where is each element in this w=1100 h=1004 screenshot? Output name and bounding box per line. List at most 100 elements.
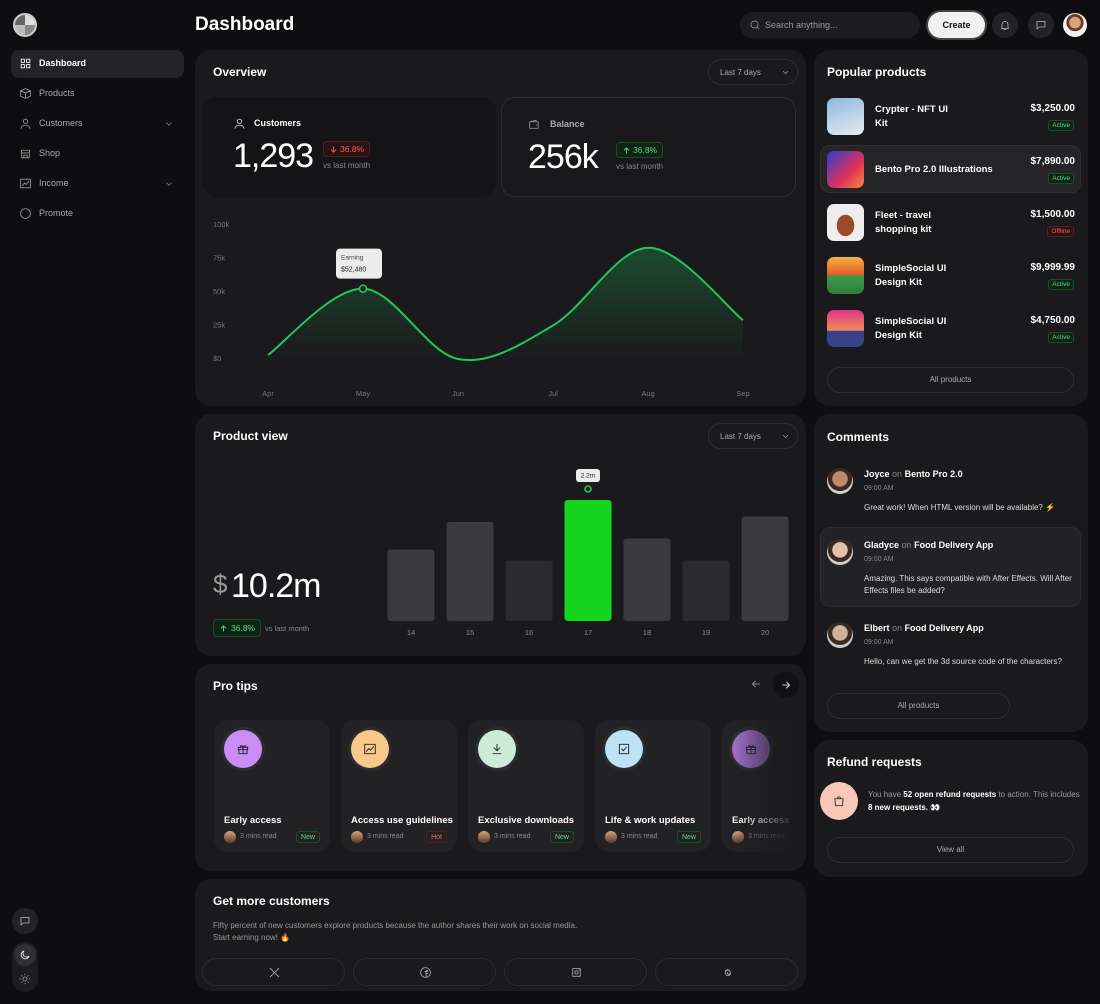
tip-card[interactable]: Life & work updates 3 mins read New — [595, 720, 711, 852]
read-time: 3 mins read — [621, 833, 658, 840]
product-name[interactable]: Crypter - NFT UI Kit — [875, 104, 948, 129]
tip-icon — [351, 730, 389, 768]
tip-glyph-shape — [364, 743, 376, 755]
icon-button[interactable] — [992, 12, 1018, 38]
nav-icon — [20, 208, 31, 219]
nav-item[interactable]: Income — [11, 170, 184, 198]
comment-highlight — [820, 527, 1081, 607]
icon-button[interactable] — [1028, 12, 1054, 38]
product-thumb — [827, 257, 864, 294]
stat-icon-shape — [529, 119, 539, 129]
status-badge: Active — [1048, 332, 1074, 343]
stat-label: Customers — [254, 118, 302, 128]
stat-value: 256k — [528, 138, 599, 176]
product-link: Bento Pro 2.0 — [904, 469, 963, 479]
tip-title: Life & work updates — [605, 815, 696, 826]
tips-row: Early access 3 mins read New Access use gui… — [205, 715, 795, 860]
read-time: 3 mins read — [494, 833, 531, 840]
nav-icon — [20, 88, 31, 99]
chat-button[interactable] — [12, 908, 38, 934]
all-products-button[interactable]: All products — [827, 367, 1074, 393]
stat-box: Balance 256k 36.8% vs last month — [501, 97, 796, 197]
next-button[interactable] — [773, 672, 799, 698]
card-title: Refund requests — [827, 755, 922, 769]
nav-label: Products — [39, 88, 75, 98]
change-arrow — [623, 147, 630, 154]
moon-icon — [20, 950, 30, 960]
stat-icon — [234, 118, 245, 129]
social-icon — [572, 968, 581, 977]
tip-title: Early access — [224, 815, 282, 826]
product-name[interactable]: SimpleSocial UI Design Kit — [875, 316, 947, 341]
nav-icon — [20, 58, 31, 69]
nav-chevron-shape — [166, 122, 172, 126]
nav-icon-shape — [20, 178, 31, 189]
social-icon-shape — [572, 968, 581, 977]
nav-item[interactable]: Promote — [11, 200, 184, 228]
card-title: Product view — [213, 429, 288, 443]
nav-item[interactable]: Shop — [11, 140, 184, 168]
tip-glyph-shape — [492, 743, 502, 755]
tip-card[interactable]: Early access 3 mins read New — [214, 720, 330, 852]
stat-icon — [529, 119, 539, 129]
refund-text-part: You have — [868, 790, 904, 799]
nav-item[interactable]: Products — [11, 80, 184, 108]
nav-label: Customers — [39, 118, 83, 128]
search-input[interactable]: Search anything... — [740, 12, 920, 38]
tip-tag: Hot — [426, 831, 447, 843]
period-chevron — [782, 435, 789, 438]
author-avatar — [224, 831, 236, 843]
tip-icon — [478, 730, 516, 768]
nav-icon-shape — [20, 149, 31, 159]
product-link: Food Delivery App — [904, 623, 984, 633]
nav-chevron-shape — [166, 182, 172, 186]
body-text: Fifty percent of new customers explore p… — [213, 921, 578, 930]
period-chevron-shape — [782, 71, 789, 74]
nav-label: Income — [39, 178, 69, 188]
create-button[interactable]: Create — [928, 12, 985, 38]
theme-toggle[interactable] — [12, 942, 38, 992]
social-button[interactable] — [504, 958, 647, 986]
social-button[interactable] — [353, 958, 496, 986]
period-select[interactable]: Last 7 days — [708, 423, 798, 449]
tip-glyph-shape — [237, 745, 249, 755]
change-badge: 36.8% — [213, 619, 262, 637]
social-button[interactable] — [202, 958, 345, 986]
tip-card[interactable]: Exclusive downloads 3 mins read New — [468, 720, 584, 852]
chat-icon-shape — [20, 917, 30, 926]
tip-card[interactable]: Access use guidelines 3 mins read Hot — [341, 720, 457, 852]
prev-arrow-shape — [752, 680, 760, 688]
period-select[interactable]: Last 7 days — [708, 59, 798, 85]
product-price: $4,750.00 — [1030, 315, 1076, 326]
header-icon-shape — [1001, 21, 1009, 30]
social-button[interactable] — [655, 958, 798, 986]
all-products-button[interactable]: All products — [827, 693, 1010, 719]
product-name[interactable]: Fleet - travel shopping kit — [875, 210, 932, 235]
nav-item[interactable]: Dashboard — [11, 50, 184, 78]
tip-tag: New — [676, 831, 701, 843]
refund-text-part: to action. This includes — [996, 790, 1080, 799]
logo — [13, 13, 37, 37]
change-badge: 36.8% — [616, 142, 664, 158]
nav-icon-shape — [20, 208, 31, 219]
body-text: Start earning now! 🔥 — [213, 933, 291, 942]
tip-tag: New — [295, 831, 320, 843]
period-chevron — [782, 71, 789, 74]
social-icon — [269, 967, 280, 978]
change-arrow-shape — [220, 625, 227, 632]
comment-time: 09:00 AM — [864, 485, 894, 492]
view-all-button[interactable]: View all — [827, 837, 1074, 863]
user-avatar[interactable] — [1063, 13, 1087, 37]
product-name[interactable]: Bento Pro 2.0 Illustrations — [875, 164, 993, 175]
nav-label: Shop — [39, 148, 61, 158]
tip-icon — [224, 730, 262, 768]
read-time: 3 mins read — [367, 833, 404, 840]
product-name[interactable]: SimpleSocial UI Design Kit — [875, 263, 947, 288]
product-link: Food Delivery App — [914, 540, 994, 550]
refund-text: You have 52 open refund requests to acti… — [868, 788, 1080, 814]
tip-glyph — [618, 743, 630, 755]
nav-icon-shape — [20, 118, 31, 129]
connector: on — [892, 469, 903, 479]
nav-item[interactable]: Customers — [11, 110, 184, 138]
